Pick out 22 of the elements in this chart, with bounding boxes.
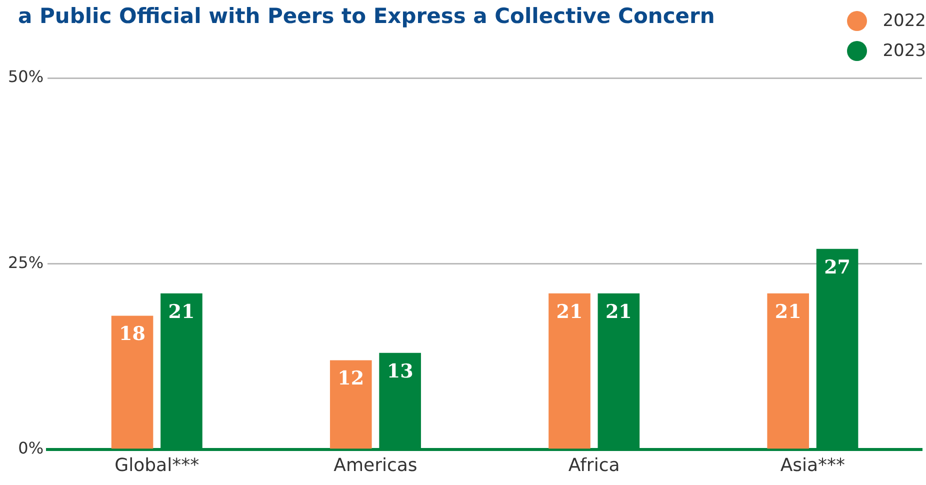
bar: [111, 316, 154, 449]
y-tick-label: 25%: [8, 252, 44, 272]
x-tick-label: Africa: [568, 454, 620, 476]
bar: [767, 293, 810, 449]
data-label: 12: [338, 368, 364, 390]
legend-label: 2023: [882, 41, 926, 61]
legend-label: 2022: [882, 11, 926, 31]
data-label: 13: [386, 360, 414, 382]
data-label: 21: [605, 300, 632, 323]
data-label: 21: [774, 300, 802, 323]
x-tick-label: Americas: [334, 454, 418, 476]
data-label: 27: [824, 256, 851, 278]
data-label: 18: [119, 323, 146, 346]
y-tick-label: 50%: [8, 67, 44, 86]
data-label: 21: [168, 300, 195, 323]
x-tick-label: Global***: [114, 454, 200, 476]
data-label: 21: [556, 300, 583, 323]
y-tick-label: 0%: [18, 438, 44, 458]
bar: [548, 293, 590, 449]
bar: [330, 360, 372, 449]
x-tick-label: Asia***: [780, 454, 846, 476]
chart-title: a Public Official with Peers to Express a Collective Concern: [18, 4, 715, 28]
